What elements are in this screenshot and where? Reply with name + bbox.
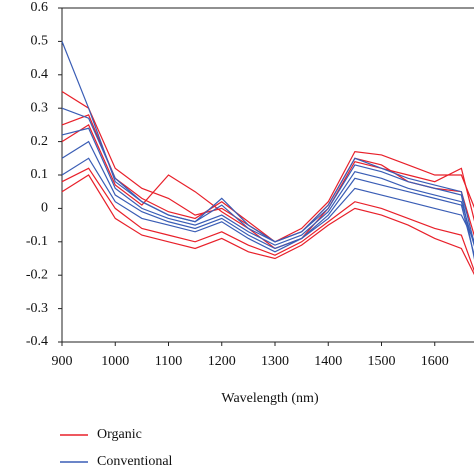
y-tick-label: 0.2 bbox=[31, 134, 49, 149]
x-tick-label: 900 bbox=[52, 354, 73, 369]
spectrum-line bbox=[61, 127, 474, 247]
y-tick-label: 0.3 bbox=[31, 100, 49, 115]
x-tick-label: 1400 bbox=[314, 354, 342, 369]
y-tick-label: 0.4 bbox=[31, 67, 49, 82]
x-tick-label: 1500 bbox=[368, 354, 396, 369]
spectrum-line bbox=[61, 174, 474, 276]
spectrum-line bbox=[61, 167, 474, 272]
x-tick-label: 1200 bbox=[208, 354, 236, 369]
x-axis-label: Wavelength (nm) bbox=[221, 391, 319, 406]
x-tick-label: 1600 bbox=[421, 354, 449, 369]
legend-label: Conventional bbox=[97, 454, 173, 469]
y-tick-label: 0.6 bbox=[31, 0, 49, 15]
y-tick-label: 0 bbox=[41, 201, 48, 216]
legend-label: Organic bbox=[97, 427, 142, 442]
spectrum-line bbox=[61, 90, 474, 243]
y-tick-label: -0.4 bbox=[26, 334, 48, 349]
x-tick-label: 1100 bbox=[155, 354, 182, 369]
spectrum-line bbox=[61, 41, 474, 260]
spectrum-line bbox=[61, 157, 474, 253]
spectrum-line bbox=[61, 140, 474, 257]
y-tick-label: -0.3 bbox=[26, 301, 48, 316]
y-tick-label: 0.5 bbox=[31, 34, 49, 49]
spectrum-line bbox=[61, 107, 474, 245]
x-tick-label: 1000 bbox=[101, 354, 129, 369]
y-tick-label: 0.1 bbox=[31, 167, 49, 182]
x-tick-label: 1300 bbox=[261, 354, 289, 369]
y-tick-label: -0.1 bbox=[26, 234, 48, 249]
y-tick-label: -0.2 bbox=[26, 267, 48, 282]
